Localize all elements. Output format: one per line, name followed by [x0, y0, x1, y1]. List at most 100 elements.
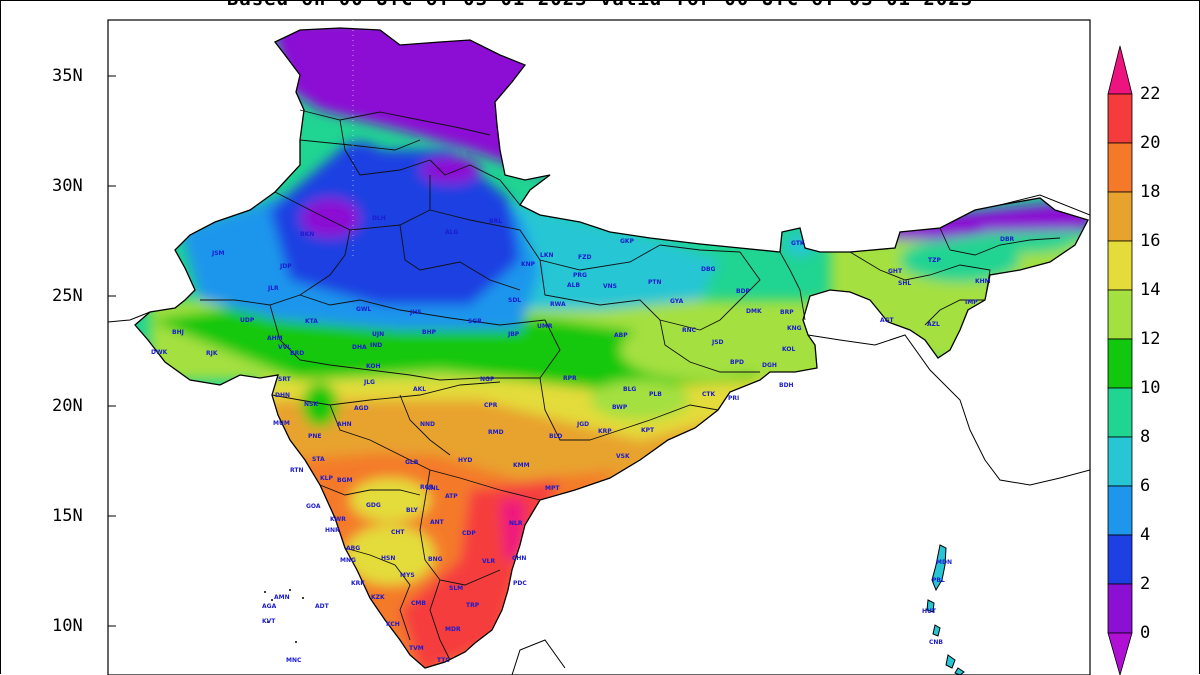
colorbar-label: 8: [1140, 427, 1151, 447]
station-label: CPR: [484, 402, 498, 409]
station-label: RTN: [290, 467, 304, 474]
station-label: BGM: [337, 477, 353, 484]
station-label: SLM: [449, 585, 464, 592]
station-label: BDP: [736, 288, 750, 295]
station-label: BLY: [406, 507, 418, 514]
station-label: JBP: [508, 331, 520, 338]
lakshadweep-islands: [264, 589, 304, 643]
station-label: JLR: [268, 285, 279, 292]
station-label: KTA: [305, 318, 318, 325]
neighbour-border: [108, 311, 151, 323]
station-label: GKP: [620, 238, 634, 245]
station-label: NGP: [480, 376, 495, 383]
header-title: Based on 00 UTC of 03-01-2023 valid for …: [0, 0, 1200, 10]
station-label: AZL: [927, 321, 940, 328]
station-label: STA: [312, 456, 325, 463]
station-label: KNL: [426, 485, 440, 492]
station-label: AKL: [413, 386, 427, 393]
station-label: JSM: [212, 250, 225, 257]
station-label: KRP: [598, 428, 612, 435]
station-label: RNC: [682, 327, 697, 334]
station-label: PTN: [648, 279, 662, 286]
state-boundaries: [939, 227, 1061, 256]
colorbar-label: 0: [1140, 623, 1151, 643]
colorbar-segment: [1107, 191, 1133, 242]
station-label: DHN: [275, 392, 291, 399]
station-label: GYA: [670, 298, 684, 305]
colorbar-segment: [1107, 485, 1133, 536]
station-label: MDN: [936, 559, 952, 566]
station-label: ABG: [346, 545, 361, 552]
colorbar-segment: [1107, 240, 1133, 291]
station-label: DLH: [372, 215, 386, 222]
station-label: DBR: [1000, 236, 1015, 243]
lat-label-15n: 15N: [52, 506, 83, 526]
station-label: NSK: [304, 401, 318, 408]
station-label: TRP: [466, 602, 480, 609]
station-label: CMB: [411, 600, 426, 607]
station-label: ALG: [445, 229, 459, 236]
andaman-islands: [926, 544, 965, 675]
station-label: AMN: [274, 594, 290, 601]
station-label: KHM: [975, 278, 991, 285]
station-label: BRD: [290, 350, 305, 357]
station-label: NLR: [509, 520, 523, 527]
station-label: SDL: [508, 297, 522, 304]
colorbar-segment: [1107, 93, 1133, 144]
colorbar-label: 22: [1140, 84, 1161, 104]
station-label: AGA: [262, 603, 277, 610]
station-label: PNE: [308, 433, 322, 440]
colorbar-label: 4: [1140, 525, 1151, 545]
colorbar-segment: [1107, 289, 1133, 340]
station-label: BNG: [428, 556, 443, 563]
station-label: BPD: [730, 359, 744, 366]
station-label: AGT: [880, 317, 894, 324]
station-label: UJN: [372, 331, 385, 338]
station-label: BLG: [623, 386, 637, 393]
station-label: HNR: [325, 527, 340, 534]
station-label: PBL: [932, 577, 945, 584]
station-label: HYD: [458, 457, 473, 464]
colorbar-segment: [1107, 436, 1133, 487]
station-label: KOH: [366, 363, 381, 370]
station-label: FZD: [578, 254, 592, 261]
colorbar-label: 12: [1140, 329, 1161, 349]
station-label: VNS: [603, 283, 617, 290]
colorbar-label: 10: [1140, 378, 1161, 398]
station-label: HSN: [381, 555, 396, 562]
station-label: GOA: [306, 503, 321, 510]
station-label: KCH: [386, 621, 400, 628]
colorbar-cap-above: [1107, 45, 1133, 95]
station-label: DHA: [352, 344, 367, 351]
station-label: DBG: [701, 266, 716, 273]
station-label: KOL: [782, 346, 796, 353]
station-label: TVM: [409, 645, 424, 652]
station-label: PRI: [728, 395, 740, 402]
station-label: CTK: [702, 391, 716, 398]
lat-label-35n: 35N: [52, 66, 83, 86]
colorbar-segment: [1107, 583, 1133, 634]
station-label: GDG: [366, 502, 381, 509]
station-label: KZK: [371, 594, 385, 601]
station-label: BDH: [779, 382, 794, 389]
station-label: JSD: [712, 339, 724, 346]
station-label: KMM: [513, 462, 530, 469]
station-label: JDP: [280, 263, 292, 270]
station-label: MYS: [400, 572, 415, 579]
station-label: GLB: [405, 459, 419, 466]
colorbar-label: 2: [1140, 574, 1151, 594]
station-label: CHN: [512, 555, 527, 562]
state-boundaries: [779, 251, 806, 321]
lat-ticks: [108, 75, 116, 627]
station-label: IMP: [965, 299, 978, 306]
station-label: ANT: [430, 519, 444, 526]
station-label: KWR: [330, 516, 346, 523]
station-label: KVT: [262, 618, 276, 625]
neighbour-border: [807, 334, 1090, 486]
station-label: RMD: [488, 429, 504, 436]
station-label: BHP: [422, 329, 436, 336]
colorbar-label: 20: [1140, 133, 1161, 153]
station-label: JHS: [410, 309, 422, 316]
station-label: RJK: [206, 350, 218, 357]
